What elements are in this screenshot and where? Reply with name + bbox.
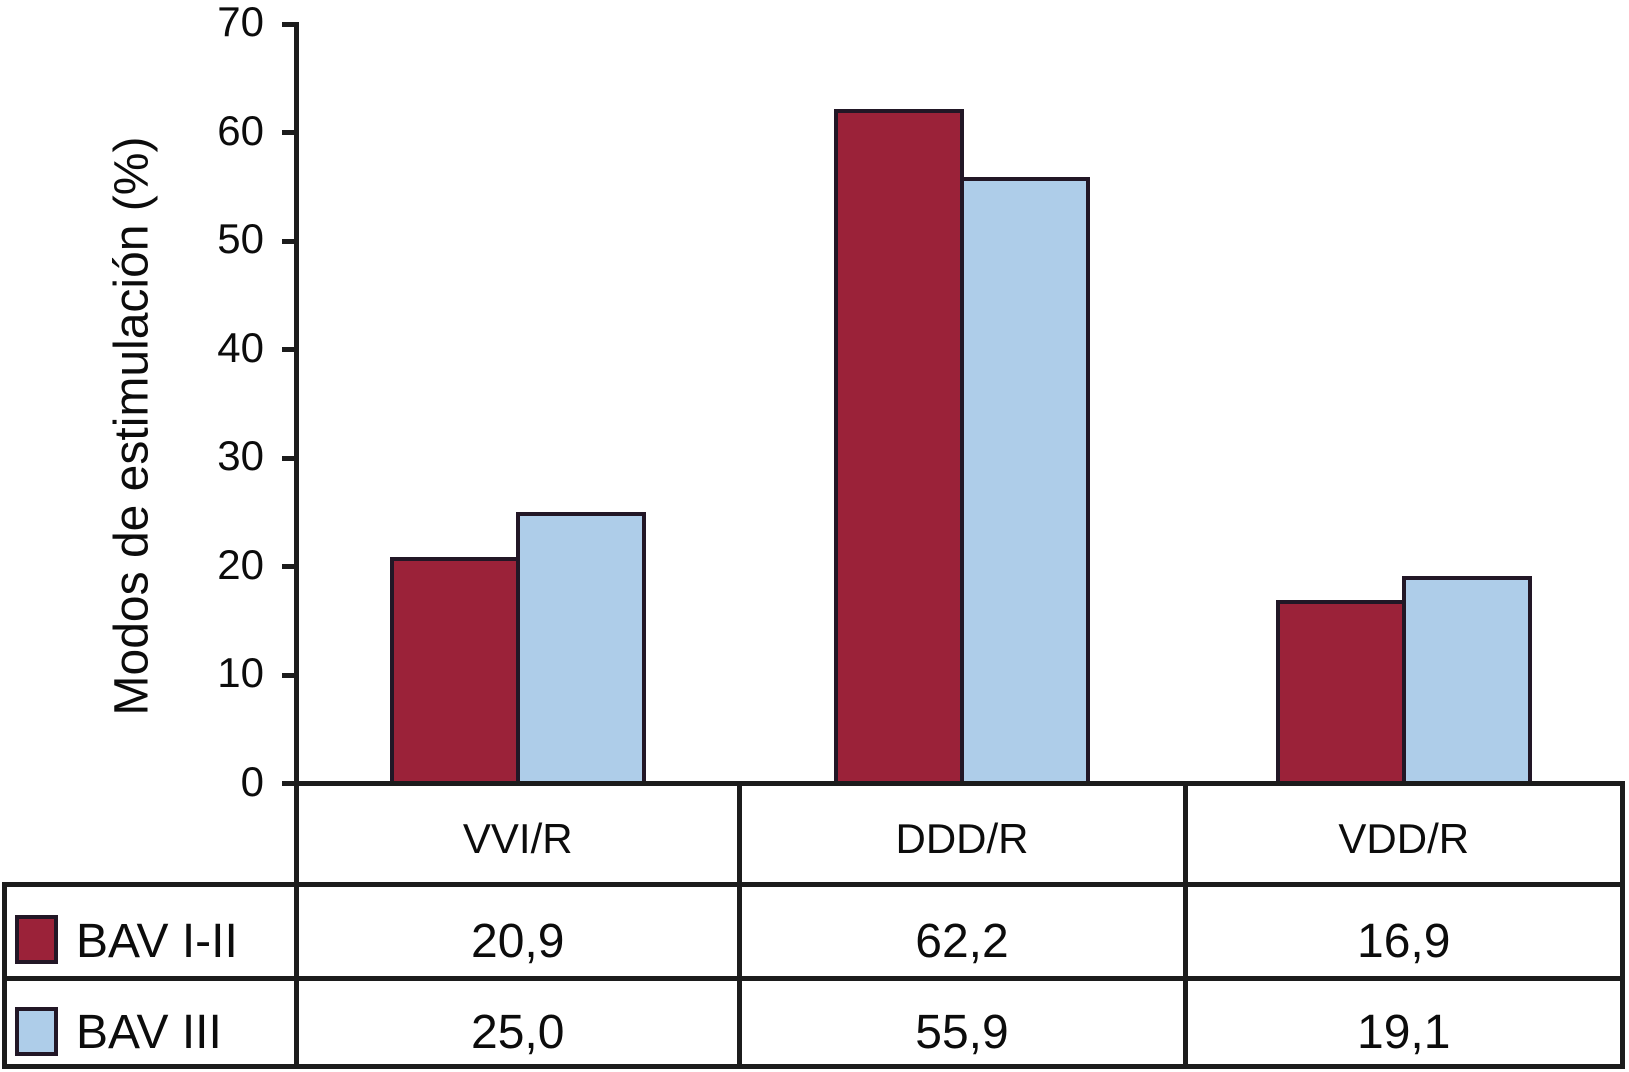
table-rule-left-data: [294, 781, 299, 1069]
table-header-vvir: VVI/R: [462, 814, 573, 862]
table-rule-row: [2, 975, 1625, 981]
y-tick-label: 50: [217, 215, 264, 262]
table-rule-row: [2, 882, 1625, 887]
y-tick-mark: [282, 455, 294, 461]
legend-label-bav-i-ii: BAV I-II: [76, 914, 238, 968]
y-tick-mark: [282, 21, 294, 27]
table-value-bav-i-ii-vddr: 16,9: [1357, 914, 1451, 968]
table-value-bav-iii-vvir: 25,0: [471, 1005, 565, 1059]
legend-swatch-bav-iii: [15, 1006, 58, 1056]
table-header-vddr: VDD/R: [1338, 814, 1470, 862]
bar-bav-i-ii-dddr: [834, 108, 964, 786]
y-tick-mark: [282, 781, 294, 786]
y-tick-mark: [282, 347, 294, 352]
table-rule-column: [1182, 781, 1188, 1069]
table-rule-right: [1620, 781, 1625, 1069]
y-tick-label: 10: [217, 649, 264, 696]
y-tick-label: 0: [240, 757, 264, 805]
legend-label-bav-iii: BAV III: [76, 1005, 222, 1059]
table-value-bav-i-ii-vvir: 20,9: [471, 914, 565, 968]
table-header-dddr: DDD/R: [895, 814, 1029, 862]
bar-bav-iii-vvir: [515, 512, 646, 786]
x-axis-line: [294, 781, 1625, 786]
y-axis-line: [294, 22, 299, 786]
bar-bav-iii-vddr: [1401, 576, 1532, 786]
y-tick-label: 30: [217, 432, 264, 479]
y-tick-mark: [282, 238, 294, 244]
y-tick-label: 60: [217, 106, 264, 154]
y-tick-label: 40: [217, 323, 264, 371]
table-rule-column: [736, 781, 742, 1069]
bar-bav-i-ii-vvir: [389, 556, 520, 786]
legend-swatch-bav-i-ii: [15, 914, 58, 964]
table-value-bav-i-ii-dddr: 62,2: [915, 914, 1009, 968]
bar-bav-i-ii-vddr: [1275, 600, 1406, 786]
table-rule-row: [2, 1064, 1625, 1069]
y-tick-mark: [282, 130, 294, 135]
table-value-bav-iii-vddr: 19,1: [1357, 1005, 1451, 1059]
y-tick-mark: [282, 672, 294, 678]
y-tick-label: 70: [217, 0, 264, 45]
y-tick-label: 20: [217, 540, 264, 588]
bar-bav-iii-dddr: [960, 176, 1090, 786]
table-value-bav-iii-dddr: 55,9: [915, 1005, 1009, 1059]
y-tick-mark: [282, 564, 294, 569]
